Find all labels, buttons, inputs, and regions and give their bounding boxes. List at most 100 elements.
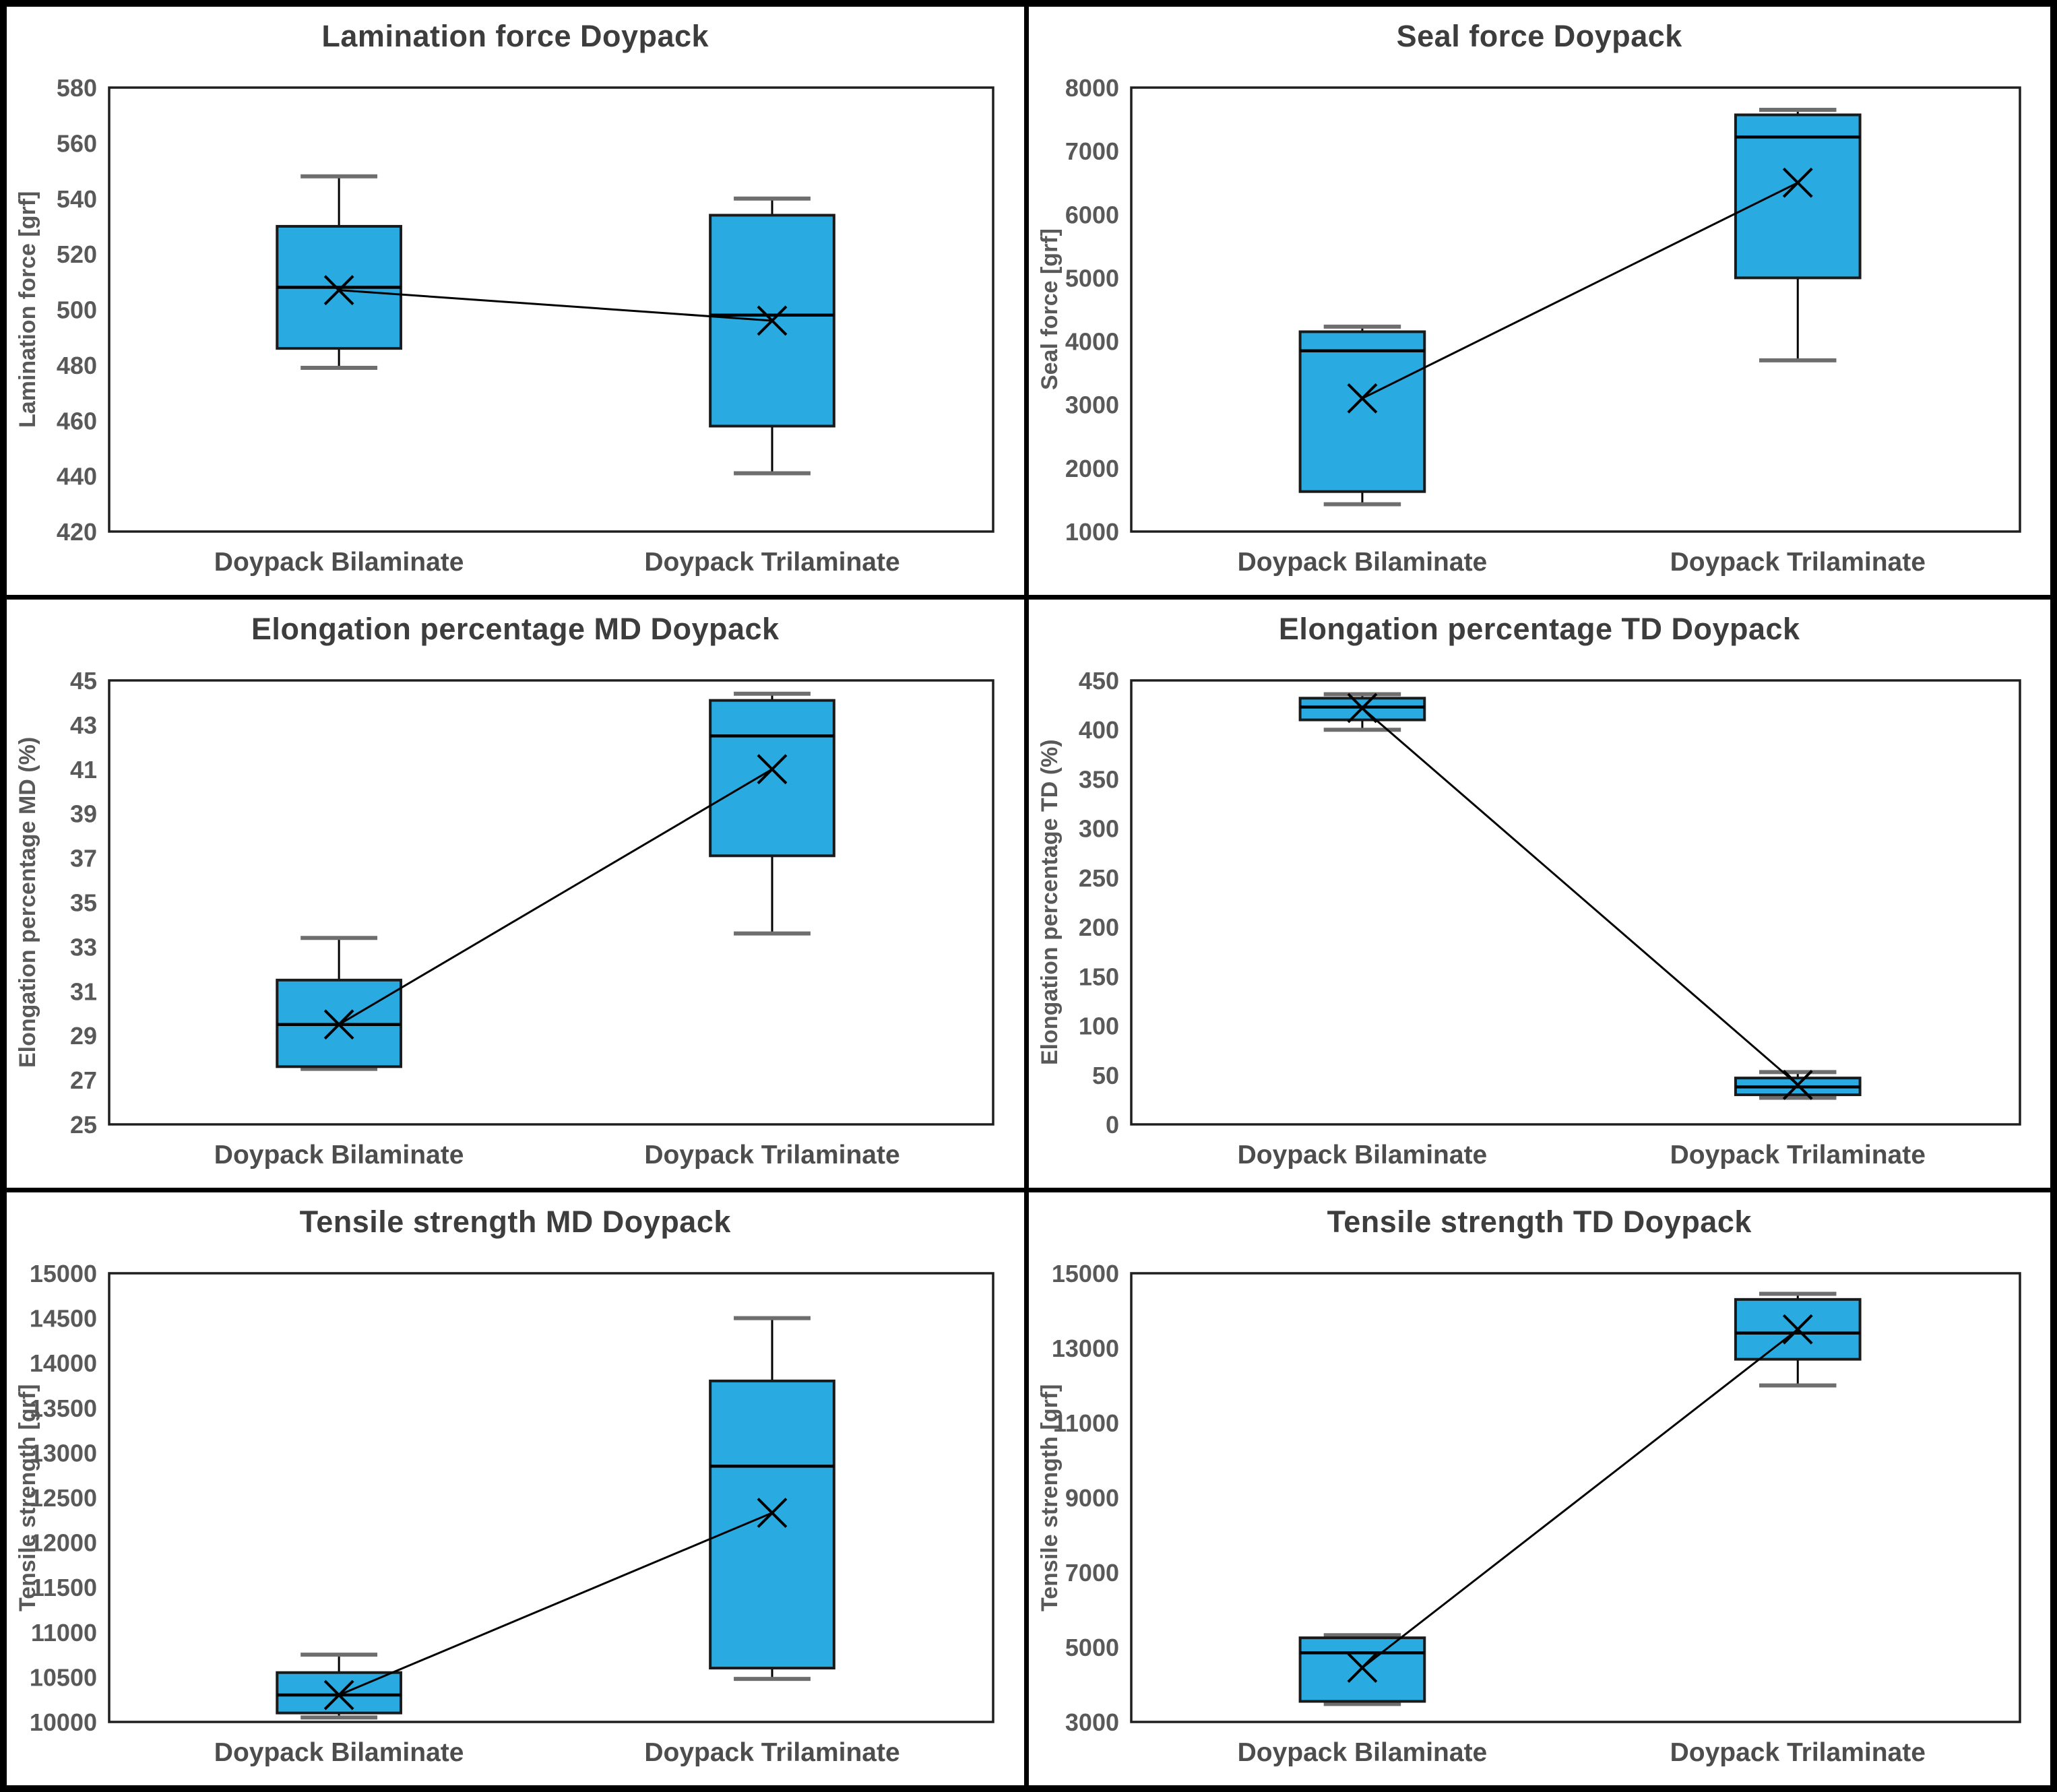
plot-border bbox=[108, 1272, 994, 1723]
chart-panel-elongation-md: Elongation percentage MD Doypack Elongat… bbox=[7, 600, 1029, 1192]
chart-title: Elongation percentage TD Doypack bbox=[1278, 612, 1800, 646]
box-plots bbox=[276, 174, 835, 476]
mean-marker bbox=[323, 275, 354, 306]
chart-panel-tensile-md: Tensile strength MD Doypack Tensile stre… bbox=[7, 1192, 1029, 1785]
y-tick-label: 200 bbox=[1078, 914, 1118, 941]
y-tick-label: 39 bbox=[70, 800, 97, 828]
x-category-label: Doypack Bilaminate bbox=[1237, 1738, 1487, 1767]
y-tick-label: 13500 bbox=[30, 1395, 97, 1422]
y-tick-label: 520 bbox=[57, 241, 97, 268]
y-tick-label: 6000 bbox=[1065, 201, 1118, 228]
y-tick-label: 35 bbox=[70, 889, 97, 917]
mean-connector-line bbox=[338, 1512, 773, 1696]
y-tick-label: 11500 bbox=[31, 1574, 97, 1601]
box-plots bbox=[276, 691, 835, 1071]
mean-marker bbox=[757, 754, 788, 785]
box-plots bbox=[276, 1316, 835, 1720]
iqr-box bbox=[1734, 1298, 1862, 1361]
y-tick-label: 3000 bbox=[1065, 391, 1118, 419]
y-tick-label: 460 bbox=[57, 407, 97, 435]
chart-panel-lamination-force: Lamination force Doypack Lamination forc… bbox=[7, 7, 1029, 600]
y-tick-label: 14500 bbox=[30, 1305, 97, 1333]
y-tick-label: 250 bbox=[1078, 864, 1118, 892]
y-tick-label: 37 bbox=[70, 845, 97, 872]
y-tick-label: 0 bbox=[1105, 1111, 1118, 1139]
y-tick-label: 7000 bbox=[1065, 1559, 1118, 1587]
y-tick-label: 12500 bbox=[30, 1484, 97, 1512]
mean-connector-line bbox=[1361, 1329, 1798, 1669]
y-tick-label: 29 bbox=[70, 1022, 97, 1050]
box-plots bbox=[1298, 107, 1862, 507]
y-tick-label: 13000 bbox=[1051, 1335, 1118, 1362]
x-category-label: Doypack Bilaminate bbox=[214, 1738, 464, 1767]
x-category-label: Doypack Trilaminate bbox=[644, 1141, 899, 1170]
y-tick-label: 33 bbox=[70, 933, 97, 961]
mean-marker bbox=[1782, 1314, 1813, 1345]
y-tick-label: 350 bbox=[1078, 765, 1118, 793]
mean-connector-line bbox=[1361, 707, 1798, 1086]
plot-area: 25 27 29 31 33 35 37 39 41 43 45 Doypack Bilaminate… bbox=[70, 667, 994, 1170]
mean-marker bbox=[1347, 1653, 1377, 1683]
mean-marker bbox=[1782, 167, 1813, 198]
y-tick-label: 420 bbox=[57, 518, 97, 546]
x-category-label: Doypack Bilaminate bbox=[214, 1141, 464, 1170]
mean-connector-line bbox=[339, 289, 773, 322]
mean-marker bbox=[1782, 1070, 1813, 1100]
y-tick-label: 500 bbox=[57, 296, 97, 324]
y-tick-label: 4000 bbox=[1065, 328, 1118, 356]
y-tick-label: 450 bbox=[1078, 667, 1118, 695]
iqr-box bbox=[1734, 113, 1862, 280]
x-category-label: Doypack Trilaminate bbox=[1670, 1141, 1925, 1170]
mean-marker bbox=[757, 1498, 788, 1529]
y-tick-label: 560 bbox=[57, 129, 97, 157]
y-tick-label: 31 bbox=[70, 978, 97, 1005]
x-category-label: Doypack Bilaminate bbox=[1237, 1141, 1487, 1170]
plot-area: 10000 10500 11000 11500 12000 12500 13000 13500… bbox=[30, 1260, 994, 1767]
plot-border bbox=[1129, 1272, 2021, 1723]
chart-title: Seal force Doypack bbox=[1396, 19, 1682, 53]
plot-border bbox=[108, 679, 994, 1126]
plot-border bbox=[1129, 86, 2021, 533]
y-tick-label: 5000 bbox=[1065, 264, 1118, 292]
plot-border bbox=[1129, 679, 2021, 1126]
y-tick-label: 480 bbox=[57, 352, 97, 379]
y-tick-label: 9000 bbox=[1065, 1484, 1118, 1512]
chart-panel-tensile-td: Tensile strength TD Doypack Tensile stre… bbox=[1028, 1192, 2050, 1785]
plot-border bbox=[108, 86, 994, 533]
iqr-box bbox=[1298, 330, 1426, 493]
y-tick-label: 50 bbox=[1091, 1062, 1118, 1089]
y-tick-label: 43 bbox=[70, 711, 97, 739]
y-tick-label: 27 bbox=[70, 1066, 97, 1094]
y-tick-label: 7000 bbox=[1065, 137, 1118, 165]
mean-marker bbox=[323, 1009, 354, 1040]
mean-marker bbox=[323, 1679, 354, 1710]
y-tick-label: 2000 bbox=[1065, 455, 1118, 482]
y-tick-label: 440 bbox=[57, 463, 97, 490]
y-tick-label: 300 bbox=[1078, 815, 1118, 843]
y-tick-label: 10500 bbox=[30, 1663, 97, 1691]
y-tick-label: 5000 bbox=[1065, 1634, 1118, 1661]
y-tick-label: 41 bbox=[70, 756, 97, 783]
y-tick-label: 1000 bbox=[1065, 518, 1118, 546]
y-tick-label: 580 bbox=[57, 74, 97, 102]
y-tick-label: 15000 bbox=[30, 1260, 97, 1287]
y-tick-label: 100 bbox=[1078, 1013, 1118, 1040]
chart-title: Tensile strength TD Doypack bbox=[1327, 1205, 1752, 1239]
iqr-box bbox=[276, 1671, 402, 1715]
plot-area: 1000 2000 3000 4000 5000 6000 7000 8000 Doypack … bbox=[1065, 74, 2021, 577]
x-category-label: Doypack Trilaminate bbox=[1670, 1738, 1925, 1767]
y-tick-label: 540 bbox=[57, 185, 97, 213]
chart-panel-seal-force: Seal force Doypack Seal force [grf] 1000… bbox=[1028, 7, 2050, 600]
y-tick-label: 15000 bbox=[1051, 1260, 1118, 1287]
iqr-box bbox=[709, 1379, 835, 1670]
y-tick-label: 25 bbox=[70, 1111, 97, 1139]
plot-area: 3000 5000 7000 9000 11000 13000 15000 Doypack B… bbox=[1051, 1260, 2021, 1767]
y-tick-label: 13000 bbox=[30, 1439, 97, 1467]
x-category-label: Doypack Bilaminate bbox=[1237, 548, 1487, 577]
x-category-label: Doypack Bilaminate bbox=[214, 548, 464, 577]
y-tick-label: 400 bbox=[1078, 716, 1118, 744]
y-tick-label: 8000 bbox=[1065, 74, 1118, 102]
mean-marker bbox=[1347, 693, 1377, 724]
y-tick-label: 11000 bbox=[31, 1619, 97, 1646]
